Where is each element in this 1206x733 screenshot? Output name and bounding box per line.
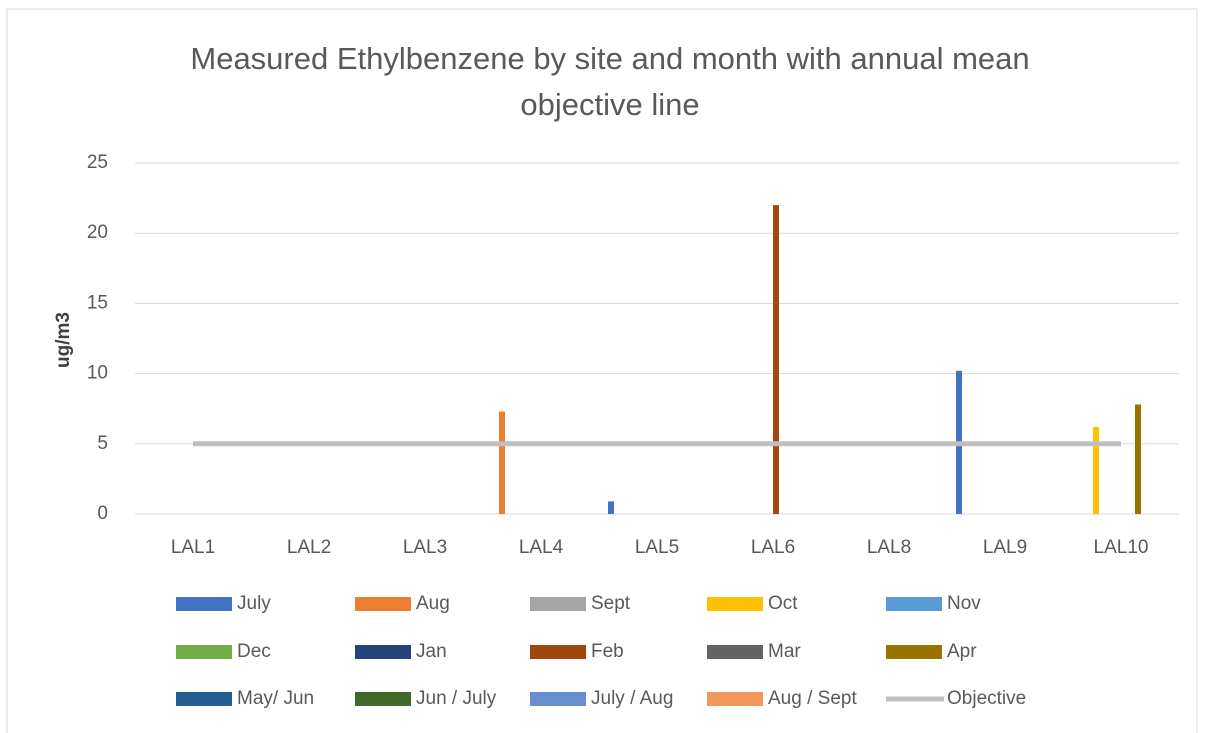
legend-label: July / Aug bbox=[591, 688, 673, 709]
legend-label: Feb bbox=[591, 641, 624, 662]
legend-swatch bbox=[355, 645, 411, 659]
legend-swatch bbox=[886, 645, 942, 659]
legend-swatch bbox=[176, 645, 232, 659]
y-tick-label: 15 bbox=[87, 292, 108, 313]
legend-swatch bbox=[530, 692, 586, 706]
bar bbox=[499, 411, 505, 514]
y-tick-label: 5 bbox=[97, 433, 108, 454]
legend-label: Dec bbox=[237, 641, 271, 662]
legend-label: Aug / Sept bbox=[768, 688, 857, 709]
legend-label: Sept bbox=[591, 593, 631, 614]
x-tick-label: LAL9 bbox=[983, 537, 1027, 558]
legend-label: Apr bbox=[947, 641, 977, 662]
bar bbox=[1135, 404, 1141, 514]
y-tick-label: 0 bbox=[97, 503, 108, 524]
bar bbox=[1093, 426, 1099, 514]
legend-label: Mar bbox=[768, 641, 801, 662]
y-tick-label: 10 bbox=[87, 363, 108, 384]
legend-label: Aug bbox=[416, 593, 450, 614]
x-tick-label: LAL1 bbox=[171, 537, 215, 558]
x-tick-label: LAL8 bbox=[867, 537, 911, 558]
legend-swatch bbox=[176, 597, 232, 611]
y-tick-label: 25 bbox=[87, 152, 108, 173]
x-tick-label: LAL5 bbox=[635, 537, 679, 558]
legend-swatch bbox=[530, 597, 586, 611]
chart-title: Measured Ethylbenzene by site and month … bbox=[190, 41, 1030, 122]
legend-swatch bbox=[707, 645, 763, 659]
legend-swatch bbox=[530, 645, 586, 659]
legend-swatch bbox=[707, 692, 763, 706]
legend-label: Jun / July bbox=[416, 688, 497, 709]
legend-label: Oct bbox=[768, 593, 798, 614]
legend-label: May/ Jun bbox=[237, 688, 314, 709]
x-tick-label: LAL6 bbox=[751, 537, 795, 558]
legend-label: Jan bbox=[416, 641, 447, 662]
legend-swatch bbox=[707, 597, 763, 611]
bar bbox=[773, 205, 779, 514]
legend-swatch bbox=[355, 597, 411, 611]
x-tick-label: LAL3 bbox=[403, 537, 447, 558]
legend-label: Objective bbox=[947, 688, 1026, 709]
chart-border bbox=[6, 8, 1198, 733]
x-tick-label: LAL4 bbox=[519, 537, 564, 558]
x-tick-label: LAL2 bbox=[287, 537, 331, 558]
x-tick-label: LAL10 bbox=[1094, 537, 1149, 558]
bar bbox=[608, 501, 614, 514]
legend-label: Nov bbox=[947, 593, 981, 614]
legend-swatch bbox=[176, 692, 232, 706]
y-tick-label: 20 bbox=[87, 222, 108, 243]
legend-label: July bbox=[237, 593, 271, 614]
legend-swatch bbox=[886, 597, 942, 611]
legend-swatch bbox=[355, 692, 411, 706]
y-axis-label: ug/m3 bbox=[53, 312, 74, 368]
